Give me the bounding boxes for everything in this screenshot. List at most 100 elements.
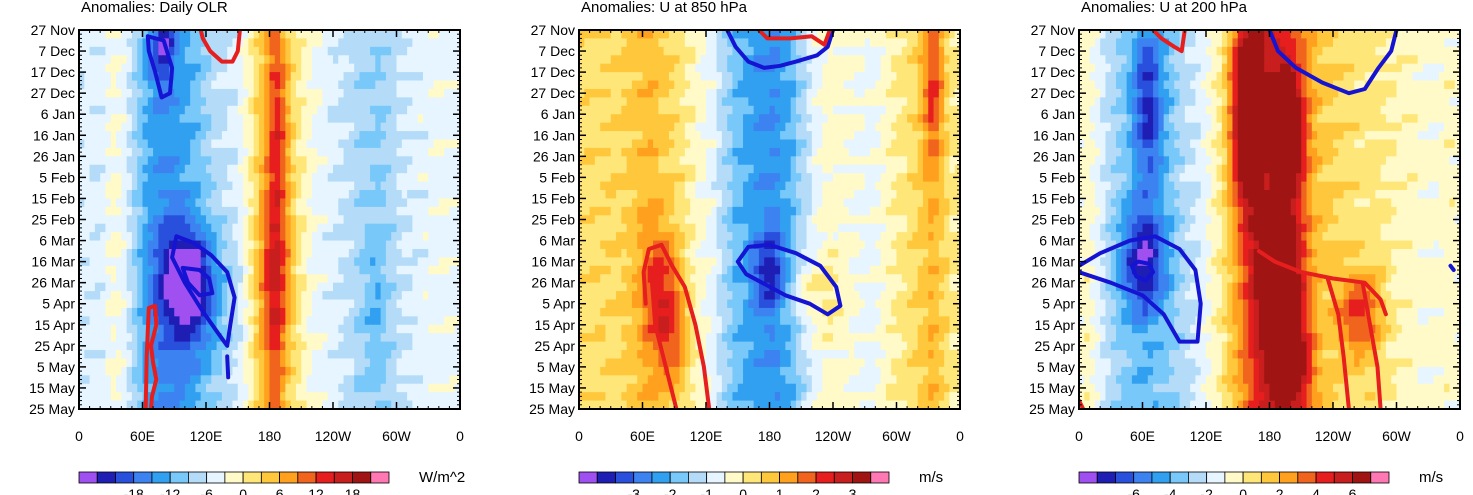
heatmap-cell xyxy=(269,63,276,73)
heatmap-cell xyxy=(391,274,398,284)
heatmap-cell xyxy=(280,88,286,98)
heatmap-cell xyxy=(248,265,255,275)
heatmap-cell xyxy=(280,198,286,208)
heatmap-cell xyxy=(401,324,408,334)
heatmap-cell xyxy=(295,350,302,360)
heatmap-cell xyxy=(179,156,186,166)
heatmap-cell xyxy=(258,223,265,233)
heatmap-cell xyxy=(838,63,845,73)
heatmap-cell xyxy=(422,63,429,73)
heatmap-cell xyxy=(917,80,924,90)
heatmap-cell xyxy=(317,164,324,174)
heatmap-cell xyxy=(843,63,850,73)
heatmap-cell xyxy=(370,147,376,157)
heatmap-cell xyxy=(274,375,281,385)
heatmap-cell xyxy=(142,265,149,275)
heatmap-cell xyxy=(280,181,286,191)
heatmap-cell xyxy=(147,366,154,376)
heatmap-cell xyxy=(422,122,429,132)
heatmap-cell xyxy=(306,198,313,208)
heatmap-cell xyxy=(285,198,292,208)
heatmap-cell xyxy=(126,375,133,385)
heatmap-cell xyxy=(269,307,276,317)
heatmap-cell xyxy=(221,392,228,402)
heatmap-cell xyxy=(428,291,435,301)
heatmap-cell xyxy=(195,164,202,174)
heatmap-cell xyxy=(422,114,429,124)
heatmap-cell xyxy=(137,316,144,326)
heatmap-cell xyxy=(753,181,760,191)
heatmap-cell xyxy=(407,282,413,292)
heatmap-cell xyxy=(221,274,228,284)
heatmap-cell xyxy=(168,282,175,292)
heatmap-cell xyxy=(764,30,771,40)
heatmap-cell xyxy=(137,156,144,166)
heatmap-cell xyxy=(917,38,924,48)
heatmap-cell xyxy=(848,131,855,141)
heatmap-cell xyxy=(375,105,382,115)
heatmap-cell xyxy=(727,122,734,132)
heatmap-cell xyxy=(933,181,940,191)
heatmap-cell xyxy=(401,358,408,368)
heatmap-cell xyxy=(375,392,382,402)
heatmap-cell xyxy=(653,181,659,191)
heatmap-cell xyxy=(631,80,638,90)
heatmap-cell xyxy=(716,131,723,141)
heatmap-cell xyxy=(706,63,712,73)
heatmap-cell xyxy=(94,131,101,141)
heatmap-cell xyxy=(690,80,697,90)
heatmap-cell xyxy=(100,291,107,301)
heatmap-cell xyxy=(616,131,622,141)
heatmap-cell xyxy=(232,80,239,90)
heatmap-cell xyxy=(227,375,234,385)
heatmap-cell xyxy=(338,105,345,115)
heatmap-cell xyxy=(200,299,207,309)
heatmap-cell xyxy=(658,139,665,149)
heatmap-cell xyxy=(301,248,308,258)
heatmap-cell xyxy=(301,257,308,267)
heatmap-cell xyxy=(370,223,376,233)
heatmap-cell xyxy=(227,350,234,360)
heatmap-cell xyxy=(753,190,760,200)
heatmap-cell xyxy=(110,114,117,124)
heatmap-cell xyxy=(679,30,686,40)
heatmap-cell xyxy=(174,97,181,107)
heatmap-cell xyxy=(417,139,424,149)
heatmap-cell xyxy=(790,139,797,149)
heatmap-cell xyxy=(795,63,802,73)
x-tick-label: 0 xyxy=(75,428,83,444)
heatmap-cell xyxy=(668,105,675,115)
heatmap-cell xyxy=(274,206,281,216)
heatmap-cell xyxy=(110,274,117,284)
heatmap-cell xyxy=(206,240,212,250)
heatmap-cell xyxy=(227,291,234,301)
heatmap-cell xyxy=(168,358,175,368)
heatmap-cell xyxy=(264,198,271,208)
heatmap-cell xyxy=(780,30,786,40)
heatmap-cell xyxy=(338,181,345,191)
heatmap-cell xyxy=(743,122,749,132)
heatmap-cell xyxy=(211,122,218,132)
heatmap-cell xyxy=(174,63,181,73)
heatmap-cell xyxy=(706,164,712,174)
heatmap-cell xyxy=(584,181,591,191)
heatmap-cell xyxy=(190,156,197,166)
heatmap-cell xyxy=(322,400,329,410)
heatmap-cell xyxy=(811,105,818,115)
heatmap-cell xyxy=(274,131,281,141)
heatmap-cell xyxy=(380,88,387,98)
y-tick-label: 16 Jan xyxy=(33,127,75,143)
heatmap-cell xyxy=(306,88,313,98)
heatmap-cell xyxy=(422,88,429,98)
heatmap-cell xyxy=(605,190,612,200)
heatmap-cell xyxy=(211,55,218,65)
heatmap-cell xyxy=(647,131,654,141)
heatmap-cell xyxy=(179,215,186,225)
heatmap-cell xyxy=(433,72,440,82)
heatmap-cell xyxy=(269,324,276,334)
heatmap-cell xyxy=(647,139,654,149)
heatmap-cell xyxy=(891,156,898,166)
heatmap-cell xyxy=(364,147,371,157)
heatmap-cell xyxy=(944,173,951,183)
heatmap-cell xyxy=(227,240,234,250)
